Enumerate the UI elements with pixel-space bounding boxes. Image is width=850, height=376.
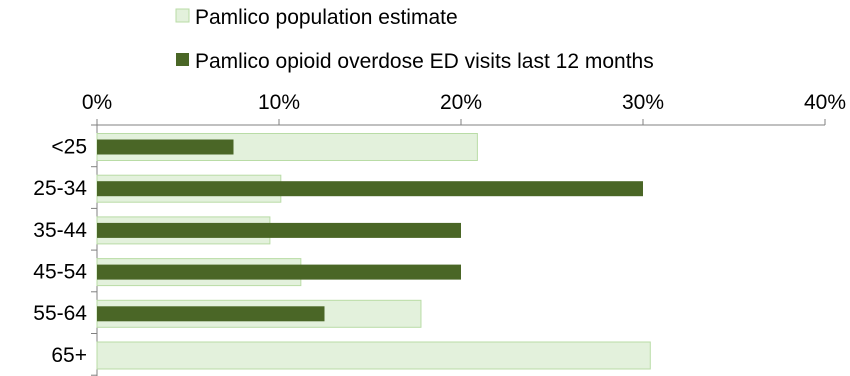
legend-label-ed-visits: Pamlico opioid overdose ED visits last 1… [195,50,654,73]
bar-ed-visits [97,222,461,238]
x-tick-label: 20% [440,91,482,114]
category-label: 35-44 [33,219,87,242]
bar-population [96,341,651,370]
x-tick-label: 30% [622,91,664,114]
category-axis: <25 25-34 35-44 45-54 55-64 65+ [33,124,98,376]
bar-ed-visits [97,306,325,322]
category-label: 45-54 [33,260,87,283]
x-tick-label: 40% [804,91,846,114]
bar-ed-visits [97,264,461,280]
legend: Pamlico population estimate Pamlico opio… [175,6,654,73]
x-tick-label: 0% [82,91,112,114]
legend-swatch-population [175,8,190,23]
category-label: <25 [51,135,87,158]
x-axis: 0% 10% 20% 30% 40% [82,91,846,126]
bars [96,133,651,370]
legend-swatch-ed-visits [176,53,189,66]
category-label: 65+ [51,344,87,367]
bar-ed-visits [97,181,643,197]
bar-ed-visits [97,139,234,155]
category-label: 25-34 [33,177,87,200]
legend-label-population: Pamlico population estimate [195,6,458,29]
category-label: 55-64 [33,302,87,325]
x-tick-label: 10% [258,91,300,114]
